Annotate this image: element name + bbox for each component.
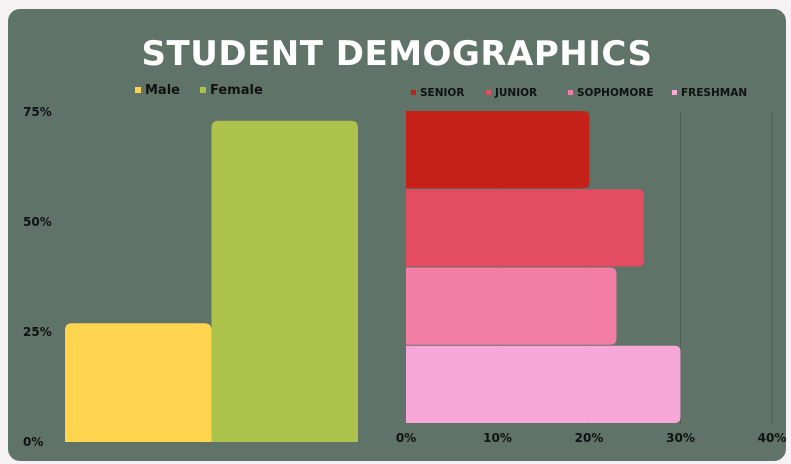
bar-sophomore xyxy=(406,267,617,345)
legend-swatch-male xyxy=(135,87,141,93)
legend-label-male: Male xyxy=(145,83,180,98)
legend-label-freshman: FRESHMAN xyxy=(681,87,747,99)
chart-panel: STUDENT DEMOGRAPHICS 0% 25% 50% 75% Male Fema… xyxy=(8,9,786,461)
legend-swatch-sophomore xyxy=(568,90,573,95)
right-x-tick-label: 40% xyxy=(758,431,786,445)
legend-label-female: Female xyxy=(210,83,263,98)
legend-swatch-junior xyxy=(486,90,491,95)
bar-male xyxy=(65,323,212,442)
chart-title: STUDENT DEMOGRAPHICS xyxy=(141,34,653,74)
legend-label-senior: SENIOR xyxy=(420,87,464,99)
right-x-tick-label: 10% xyxy=(483,431,512,445)
right-x-tick-label: 30% xyxy=(666,431,695,445)
legend-label-junior: JUNIOR xyxy=(494,87,537,99)
right-x-tick-label: 0% xyxy=(396,431,416,445)
legend-label-sophomore: SOPHOMORE xyxy=(577,87,654,99)
legend-swatch-senior xyxy=(411,90,416,95)
left-y-tick-label: 25% xyxy=(23,325,52,339)
left-y-tick-label: 75% xyxy=(23,105,52,119)
bar-senior xyxy=(406,111,589,189)
legend-swatch-freshman xyxy=(672,90,677,95)
left-y-tick-label: 0% xyxy=(23,435,43,449)
right-x-tick-label: 20% xyxy=(575,431,604,445)
bar-female xyxy=(211,120,358,443)
bar-junior xyxy=(406,189,644,267)
left-y-tick-label: 50% xyxy=(23,215,52,229)
chart-canvas: 0% 25% 50% 75% Male Female 0% 10% 20% 30% 40% SENIO… xyxy=(23,83,786,449)
legend-swatch-female xyxy=(200,87,206,93)
bar-freshman xyxy=(406,345,681,423)
